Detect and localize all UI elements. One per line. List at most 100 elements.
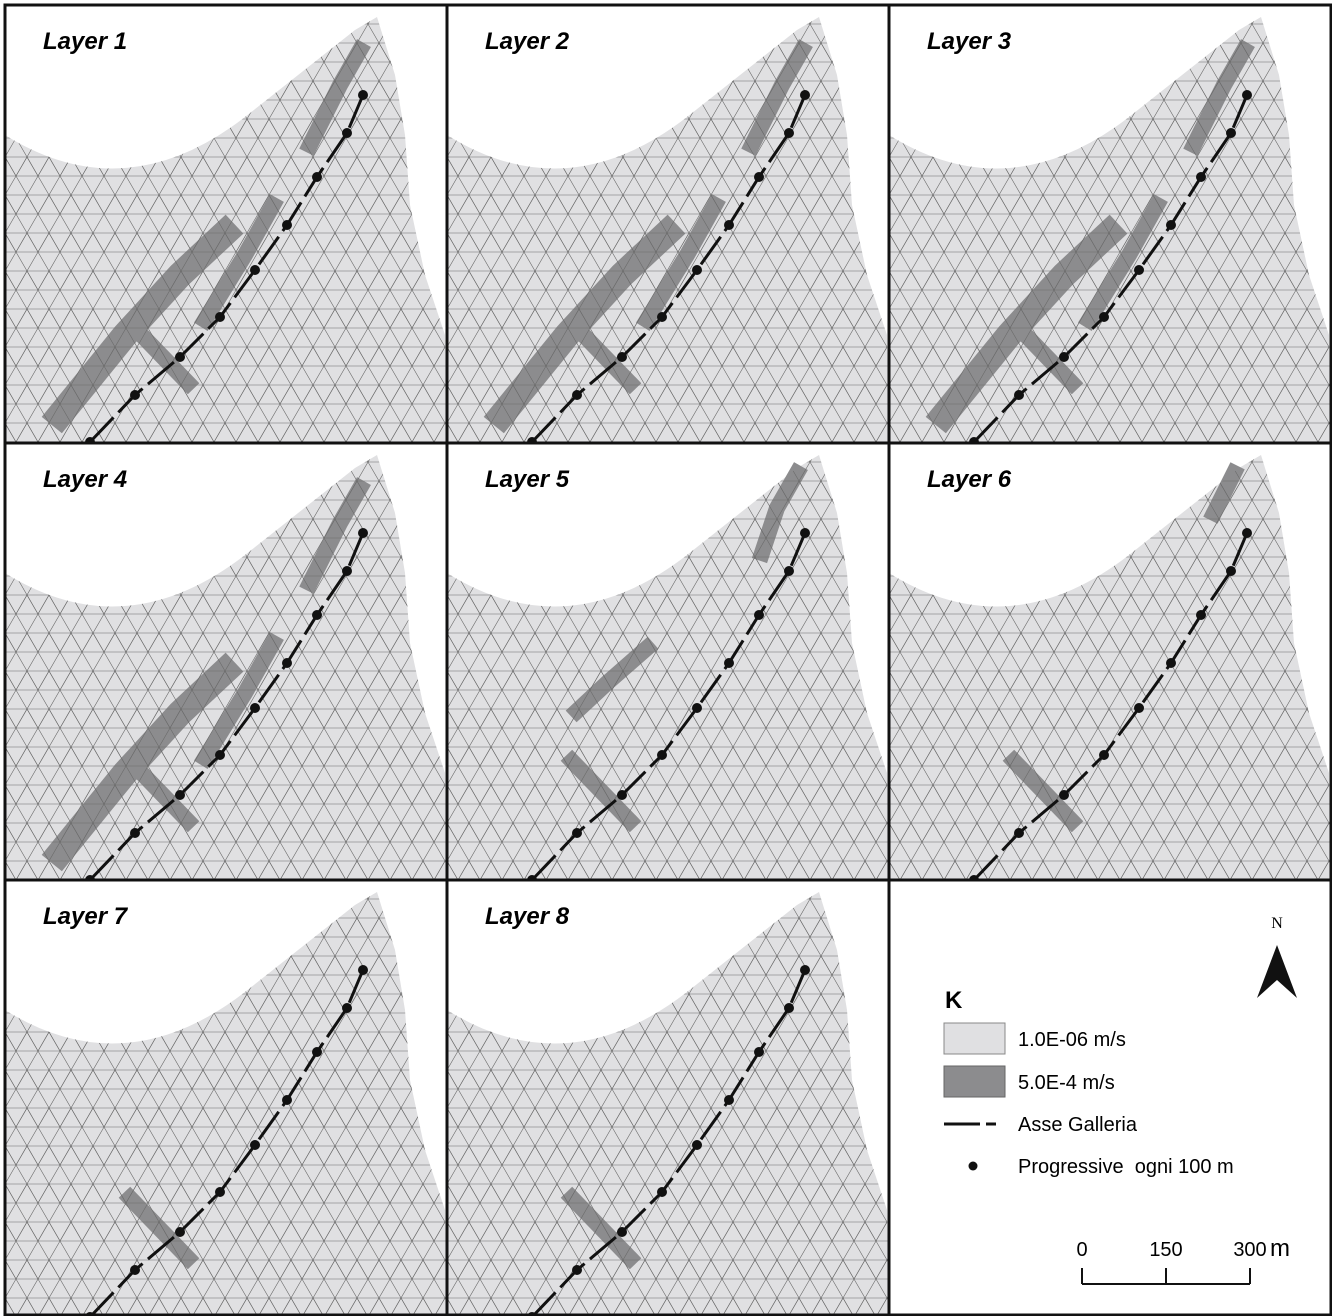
map-panel: Layer 8: [447, 892, 889, 1316]
progressive-dot: [1242, 90, 1252, 100]
progressive-dot: [175, 1227, 185, 1237]
progressive-dot: [1196, 172, 1206, 182]
scale-bar: 0 150 300 m: [1076, 1235, 1290, 1285]
progressive-dot: [215, 312, 225, 322]
panel-label: Layer 1: [43, 28, 127, 55]
progressive-dot: [657, 1187, 667, 1197]
map-panel: Layer 1: [5, 17, 447, 442]
progressive-dot: [657, 750, 667, 760]
progressive-dot: [312, 1047, 322, 1057]
progressive-dot: [250, 265, 260, 275]
progressive-dot: [754, 172, 764, 182]
panel-content: [447, 892, 889, 1316]
progressive-dot: [784, 566, 794, 576]
progressive-dot: [724, 220, 734, 230]
mesh: [5, 455, 447, 880]
progressive-dot: [1226, 566, 1236, 576]
legend-item: Asse Galleria: [1018, 1114, 1138, 1136]
dot-sample: [968, 1161, 978, 1171]
tunnel-axis: [88, 969, 365, 1316]
progressive-dot: [800, 965, 810, 975]
legend-item: 1.0E-06 m/s: [1018, 1029, 1126, 1051]
progressive-dot: [572, 828, 582, 838]
progressive-dot: [312, 610, 322, 620]
progressive-dot: [282, 1095, 292, 1105]
panel-content: [447, 455, 889, 880]
progressive-dot: [1014, 390, 1024, 400]
panel-label: Layer 3: [927, 28, 1012, 55]
progressive-dot: [250, 703, 260, 713]
panel-content: [889, 455, 1331, 880]
map-panel: Layer 4: [5, 455, 447, 880]
progressive-dot: [1166, 658, 1176, 668]
scale-label: 300: [1233, 1239, 1266, 1261]
map-panel: Layer 2: [447, 17, 889, 442]
progressive-dot: [175, 352, 185, 362]
panel-label: Layer 7: [43, 903, 129, 930]
panel-content: [5, 892, 447, 1316]
progressive-dot: [800, 528, 810, 538]
progressive-dot: [1134, 703, 1144, 713]
progressive-dot: [692, 265, 702, 275]
frame: [3, 3, 1332, 1316]
scale-unit: m: [1270, 1235, 1290, 1262]
tunnel-axis: [88, 532, 365, 880]
progressive-dot: [1226, 128, 1236, 138]
map-panel: Layer 6: [889, 455, 1331, 880]
legend: K 1.0E-06 m/s 5.0E-4 m/s Asse Galleria P…: [943, 915, 1297, 1285]
legend-item: Progressive ogni 100 m: [1018, 1156, 1234, 1178]
mesh: [889, 455, 1331, 880]
legend-item: 5.0E-4 m/s: [1018, 1072, 1115, 1094]
progressive-dot: [754, 1047, 764, 1057]
progressive-dot: [358, 528, 368, 538]
progressive-dot: [85, 437, 95, 442]
mesh: [5, 892, 447, 1316]
progressive-dot: [1196, 610, 1206, 620]
progressive-dot: [312, 172, 322, 182]
progressive-dot: [1014, 828, 1024, 838]
mesh: [447, 892, 889, 1316]
tunnel-axis: [530, 94, 807, 442]
mesh: [447, 455, 889, 880]
progressive-dot: [784, 128, 794, 138]
progressive-dot: [527, 437, 537, 442]
tunnel-axis: [530, 969, 807, 1316]
map-panel: Layer 3: [889, 17, 1331, 442]
mesh: [5, 17, 447, 442]
progressive-dot: [342, 128, 352, 138]
swatch-low: [943, 1022, 1006, 1055]
panel-label: Layer 4: [43, 466, 127, 493]
progressive-dot: [617, 1227, 627, 1237]
north-arrow: [1257, 945, 1297, 998]
tunnel-axis: [972, 532, 1249, 880]
panel-label: Layer 2: [485, 28, 570, 55]
progressive-dot: [1134, 265, 1144, 275]
progressive-dot: [175, 790, 185, 800]
progressive-dot: [250, 1140, 260, 1150]
progressive-dot: [215, 1187, 225, 1197]
progressive-dot: [800, 90, 810, 100]
progressive-dot: [342, 1003, 352, 1013]
scale-label: 150: [1149, 1239, 1182, 1261]
mesh: [447, 17, 889, 442]
progressive-dot: [1242, 528, 1252, 538]
mesh: [889, 17, 1331, 442]
panel-content: [5, 17, 447, 442]
legend-title: K: [945, 987, 963, 1014]
progressive-dot: [1059, 790, 1069, 800]
progressive-dot: [724, 658, 734, 668]
map-panel: Layer 5: [447, 455, 889, 880]
tunnel-axis: [972, 94, 1249, 442]
progressive-dot: [657, 312, 667, 322]
progressive-dot: [754, 610, 764, 620]
tunnel-axis: [88, 94, 365, 442]
progressive-dot: [617, 790, 627, 800]
progressive-dot: [342, 566, 352, 576]
panel-label: Layer 8: [485, 903, 570, 930]
scale-label: 0: [1076, 1239, 1087, 1261]
panel-content: [5, 455, 447, 880]
panel-content: [447, 17, 889, 442]
progressive-dot: [130, 828, 140, 838]
progressive-dot: [692, 703, 702, 713]
